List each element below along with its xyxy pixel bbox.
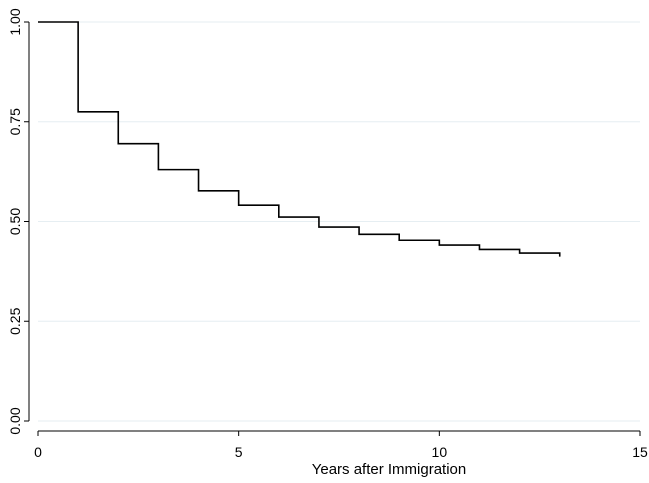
y-tick-label-1: 0.25 [7,307,23,334]
tick-labels: 0.00 0.25 0.50 0.75 1.00 0 5 10 15 [7,8,648,460]
x-axis-label: Years after Immigration [312,461,467,478]
x-tick-label-3: 15 [632,444,648,460]
series-layer [38,21,561,257]
x-tick-label-2: 10 [432,444,448,460]
gridlines [38,21,640,422]
x-tick-label-1: 5 [235,444,243,460]
x-tick-label-0: 0 [34,444,42,460]
y-tick-label-4: 1.00 [7,8,23,35]
series-line-0 [38,21,561,257]
axes [24,21,641,436]
y-tick-label-3: 0.75 [7,108,23,135]
y-tick-label-0: 0.00 [7,407,23,434]
y-tick-label-2: 0.50 [7,208,23,235]
